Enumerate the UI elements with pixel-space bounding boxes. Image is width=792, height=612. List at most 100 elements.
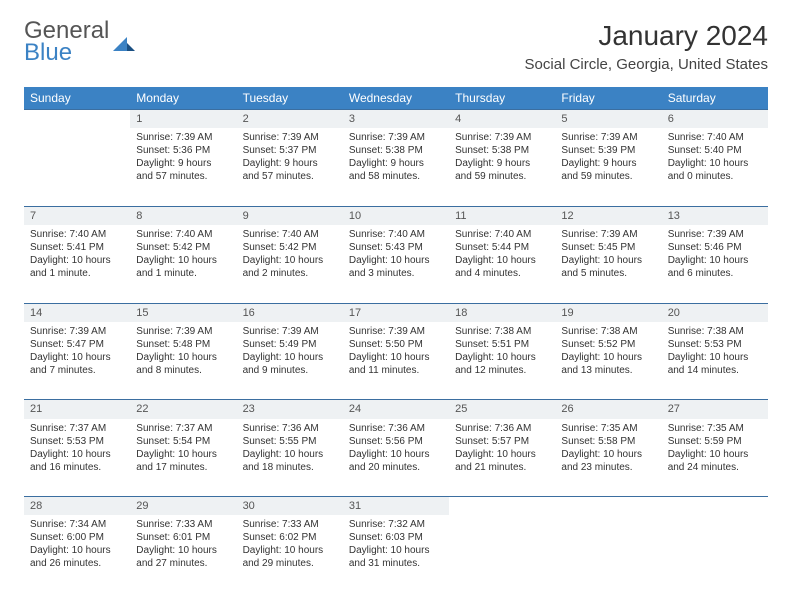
day-number-cell: 27 bbox=[662, 400, 768, 419]
day-sr: Sunrise: 7:39 AM bbox=[455, 131, 549, 144]
day-d1: Daylight: 10 hours bbox=[561, 254, 655, 267]
day-d2: and 9 minutes. bbox=[243, 364, 337, 377]
day-number-row: 14151617181920 bbox=[24, 303, 768, 322]
day-number-cell: 31 bbox=[343, 497, 449, 516]
day-d1: Daylight: 10 hours bbox=[243, 544, 337, 557]
day-d2: and 57 minutes. bbox=[136, 170, 230, 183]
day-detail-cell bbox=[662, 515, 768, 593]
day-number-cell: 8 bbox=[130, 206, 236, 225]
day-number-cell: 12 bbox=[555, 206, 661, 225]
day-detail-cell: Sunrise: 7:40 AMSunset: 5:43 PMDaylight:… bbox=[343, 225, 449, 303]
weekday-header: Sunday bbox=[24, 87, 130, 110]
day-ss: Sunset: 5:41 PM bbox=[30, 241, 124, 254]
day-sr: Sunrise: 7:36 AM bbox=[243, 422, 337, 435]
day-detail-row: Sunrise: 7:37 AMSunset: 5:53 PMDaylight:… bbox=[24, 419, 768, 497]
day-detail-cell: Sunrise: 7:39 AMSunset: 5:48 PMDaylight:… bbox=[130, 322, 236, 400]
day-d1: Daylight: 9 hours bbox=[349, 157, 443, 170]
day-sr: Sunrise: 7:36 AM bbox=[349, 422, 443, 435]
day-number-cell: 23 bbox=[237, 400, 343, 419]
day-ss: Sunset: 5:52 PM bbox=[561, 338, 655, 351]
day-number-cell: 6 bbox=[662, 110, 768, 129]
day-d2: and 3 minutes. bbox=[349, 267, 443, 280]
day-d2: and 7 minutes. bbox=[30, 364, 124, 377]
day-detail-cell: Sunrise: 7:40 AMSunset: 5:42 PMDaylight:… bbox=[130, 225, 236, 303]
day-ss: Sunset: 5:53 PM bbox=[30, 435, 124, 448]
day-detail-cell: Sunrise: 7:38 AMSunset: 5:52 PMDaylight:… bbox=[555, 322, 661, 400]
day-number-cell bbox=[449, 497, 555, 516]
day-number-cell: 9 bbox=[237, 206, 343, 225]
day-d2: and 18 minutes. bbox=[243, 461, 337, 474]
day-detail-cell: Sunrise: 7:39 AMSunset: 5:49 PMDaylight:… bbox=[237, 322, 343, 400]
day-d1: Daylight: 10 hours bbox=[30, 448, 124, 461]
day-d2: and 11 minutes. bbox=[349, 364, 443, 377]
day-sr: Sunrise: 7:39 AM bbox=[30, 325, 124, 338]
day-detail-cell bbox=[24, 128, 130, 206]
day-d2: and 23 minutes. bbox=[561, 461, 655, 474]
day-d2: and 4 minutes. bbox=[455, 267, 549, 280]
day-d1: Daylight: 10 hours bbox=[349, 544, 443, 557]
day-d1: Daylight: 10 hours bbox=[136, 448, 230, 461]
day-detail-cell: Sunrise: 7:35 AMSunset: 5:59 PMDaylight:… bbox=[662, 419, 768, 497]
day-ss: Sunset: 5:50 PM bbox=[349, 338, 443, 351]
day-ss: Sunset: 5:49 PM bbox=[243, 338, 337, 351]
day-ss: Sunset: 5:37 PM bbox=[243, 144, 337, 157]
day-sr: Sunrise: 7:33 AM bbox=[243, 518, 337, 531]
day-detail-cell: Sunrise: 7:32 AMSunset: 6:03 PMDaylight:… bbox=[343, 515, 449, 593]
day-number-cell: 19 bbox=[555, 303, 661, 322]
day-d1: Daylight: 10 hours bbox=[668, 157, 762, 170]
day-detail-cell: Sunrise: 7:39 AMSunset: 5:36 PMDaylight:… bbox=[130, 128, 236, 206]
day-d2: and 5 minutes. bbox=[561, 267, 655, 280]
day-detail-cell: Sunrise: 7:38 AMSunset: 5:53 PMDaylight:… bbox=[662, 322, 768, 400]
day-ss: Sunset: 6:00 PM bbox=[30, 531, 124, 544]
day-d2: and 17 minutes. bbox=[136, 461, 230, 474]
day-ss: Sunset: 6:02 PM bbox=[243, 531, 337, 544]
day-d2: and 1 minute. bbox=[136, 267, 230, 280]
day-detail-cell: Sunrise: 7:37 AMSunset: 5:54 PMDaylight:… bbox=[130, 419, 236, 497]
day-ss: Sunset: 5:39 PM bbox=[561, 144, 655, 157]
day-sr: Sunrise: 7:39 AM bbox=[561, 131, 655, 144]
day-sr: Sunrise: 7:32 AM bbox=[349, 518, 443, 531]
day-d1: Daylight: 10 hours bbox=[30, 351, 124, 364]
day-ss: Sunset: 5:47 PM bbox=[30, 338, 124, 351]
day-d1: Daylight: 10 hours bbox=[349, 351, 443, 364]
day-sr: Sunrise: 7:39 AM bbox=[349, 131, 443, 144]
day-detail-cell bbox=[449, 515, 555, 593]
day-detail-cell: Sunrise: 7:40 AMSunset: 5:40 PMDaylight:… bbox=[662, 128, 768, 206]
day-d2: and 59 minutes. bbox=[561, 170, 655, 183]
day-sr: Sunrise: 7:36 AM bbox=[455, 422, 549, 435]
day-number-cell: 3 bbox=[343, 110, 449, 129]
day-detail-cell: Sunrise: 7:39 AMSunset: 5:47 PMDaylight:… bbox=[24, 322, 130, 400]
day-number-cell: 20 bbox=[662, 303, 768, 322]
day-ss: Sunset: 5:38 PM bbox=[349, 144, 443, 157]
day-sr: Sunrise: 7:40 AM bbox=[243, 228, 337, 241]
day-number-row: 21222324252627 bbox=[24, 400, 768, 419]
day-sr: Sunrise: 7:38 AM bbox=[561, 325, 655, 338]
day-d1: Daylight: 9 hours bbox=[561, 157, 655, 170]
calendar-table: SundayMondayTuesdayWednesdayThursdayFrid… bbox=[24, 87, 768, 593]
day-d1: Daylight: 10 hours bbox=[243, 448, 337, 461]
day-sr: Sunrise: 7:39 AM bbox=[243, 325, 337, 338]
location-text: Social Circle, Georgia, United States bbox=[525, 56, 768, 73]
day-sr: Sunrise: 7:40 AM bbox=[455, 228, 549, 241]
day-number-cell: 11 bbox=[449, 206, 555, 225]
logo-line2: Blue bbox=[24, 42, 109, 64]
day-number-cell: 13 bbox=[662, 206, 768, 225]
day-d1: Daylight: 10 hours bbox=[349, 448, 443, 461]
day-d2: and 21 minutes. bbox=[455, 461, 549, 474]
day-ss: Sunset: 5:51 PM bbox=[455, 338, 549, 351]
day-d2: and 6 minutes. bbox=[668, 267, 762, 280]
day-detail-cell bbox=[555, 515, 661, 593]
day-ss: Sunset: 5:43 PM bbox=[349, 241, 443, 254]
day-number-cell: 7 bbox=[24, 206, 130, 225]
day-d1: Daylight: 10 hours bbox=[349, 254, 443, 267]
day-ss: Sunset: 5:42 PM bbox=[243, 241, 337, 254]
day-number-cell: 26 bbox=[555, 400, 661, 419]
day-d1: Daylight: 10 hours bbox=[668, 448, 762, 461]
day-d2: and 1 minute. bbox=[30, 267, 124, 280]
day-detail-cell: Sunrise: 7:39 AMSunset: 5:38 PMDaylight:… bbox=[343, 128, 449, 206]
day-d2: and 14 minutes. bbox=[668, 364, 762, 377]
day-ss: Sunset: 6:03 PM bbox=[349, 531, 443, 544]
day-number-cell bbox=[24, 110, 130, 129]
day-ss: Sunset: 6:01 PM bbox=[136, 531, 230, 544]
day-d1: Daylight: 10 hours bbox=[243, 351, 337, 364]
